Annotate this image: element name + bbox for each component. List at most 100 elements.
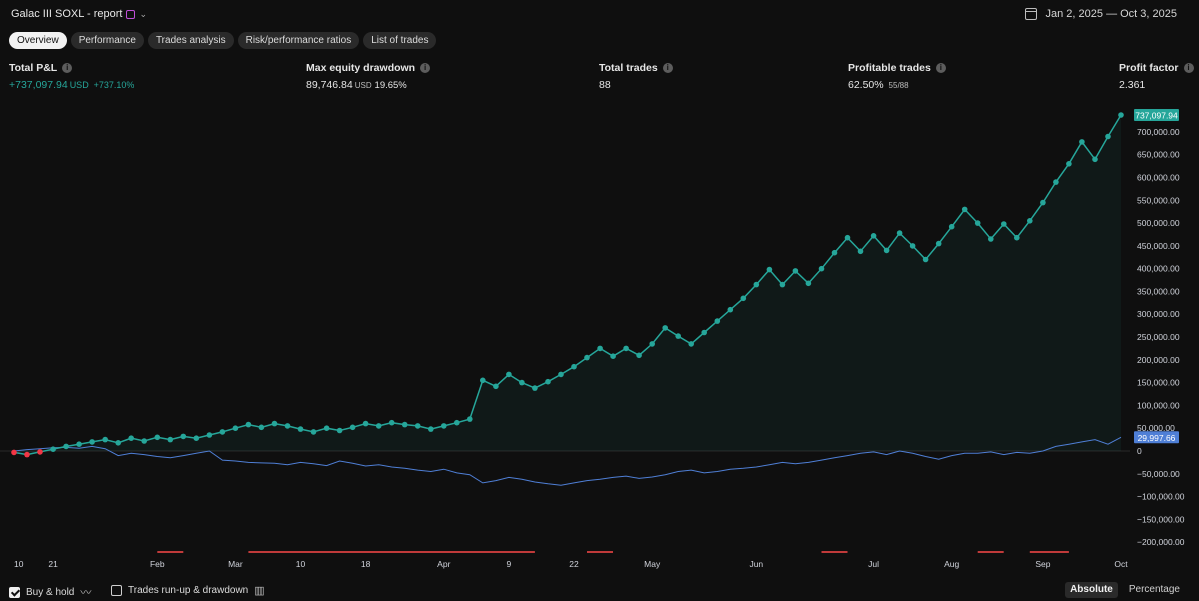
info-icon[interactable]: i [662,63,673,73]
equity-point [362,420,369,427]
y-tick-label: 550,000.00 [1137,195,1180,205]
equity-point [753,281,760,288]
mode-absolute[interactable]: Absolute [1065,582,1118,598]
equity-point [636,352,642,359]
equity-point [545,378,551,385]
equity-last-value-badge [1134,109,1179,121]
equity-point [779,281,786,288]
tab-trades-analysis[interactable]: Trades analysis [147,32,234,49]
stat-value: 62.50% [848,79,884,91]
equity-point [401,421,408,428]
info-icon[interactable]: i [420,63,431,73]
equity-area [14,115,1121,455]
stat-percent: +737.10% [93,80,135,90]
equity-point [414,423,421,429]
equity-point [284,423,291,429]
equity-point [375,423,382,429]
drawdown-period-bar [821,551,848,553]
equity-point [63,443,69,450]
y-tick-label: 700,000.00 [1137,127,1180,137]
equity-point [519,379,525,386]
y-tick-label: 500,000.00 [1137,218,1180,228]
equity-point [76,441,82,448]
equity-chart[interactable]: 700,000.00 650,000.00 600,000.00 550,000.00… [0,100,1199,575]
x-tick-label: Mar [228,559,243,569]
buy-hold-toggle[interactable]: Buy & hold 〰 [9,584,91,600]
equity-point [857,248,864,255]
x-tick-label: Aug [944,559,959,569]
report-title[interactable]: Galac III SOXL - report ⌄ [11,8,147,20]
info-icon[interactable]: i [1183,63,1194,73]
info-icon[interactable]: i [935,63,946,73]
equity-point [688,341,694,347]
y-tick-label: −150,000.00 [1137,514,1185,524]
equity-point [467,416,473,422]
runup-drawdown-toggle[interactable]: Trades run-up & drawdown ▥ [111,584,265,597]
x-tick-label: 10 [14,559,24,569]
x-tick-label: 9 [507,559,512,569]
y-tick-label: 150,000.00 [1137,378,1180,388]
info-icon[interactable]: i [62,63,73,73]
tab-overview[interactable]: Overview [9,32,67,49]
equity-point [50,446,56,453]
drawdown-period-bar [157,551,184,553]
buy-hold-label: Buy & hold [26,586,75,598]
x-tick-label: 10 [296,559,306,569]
report-tabs: Overview Performance Trades analysis Ris… [9,32,437,49]
runup-drawdown-label: Trades run-up & drawdown [128,585,249,596]
equity-point [714,318,721,324]
equity-point [558,371,564,378]
stat-profit-factor: Profit factor i 2.361 [1119,62,1194,91]
checkbox-checked-icon[interactable] [9,586,20,598]
equity-point [922,256,929,263]
report-header: Galac III SOXL - report ⌄ Jan 2, 2025 — … [0,0,1199,30]
stat-value: 2.361 [1119,79,1146,91]
chart-footer: Buy & hold 〰 Trades run-up & drawdown ▥ … [0,580,1199,601]
buy-hold-last-value-badge [1134,431,1179,444]
stat-profitable-trades: Profitable trades i 62.50% 55/88 [848,62,946,91]
equity-point [1079,139,1085,145]
stat-label: Profitable trades [848,62,931,74]
equity-point [349,424,356,431]
equity-point [232,425,239,432]
equity-point [245,421,252,428]
mode-percentage[interactable]: Percentage [1128,584,1180,595]
equity-point [597,345,603,352]
equity-point [831,249,838,256]
equity-point [128,435,134,442]
tab-list-of-trades[interactable]: List of trades [363,32,437,49]
equity-point [24,451,30,458]
date-range-selector[interactable]: Jan 2, 2025 — Oct 3, 2025 [1024,8,1177,20]
equity-point [454,419,460,426]
calendar-icon [1024,8,1037,20]
equity-point [1092,156,1098,163]
equity-point [388,419,395,426]
equity-point [428,426,434,432]
tab-performance[interactable]: Performance [70,32,144,49]
x-tick-label: May [644,559,661,569]
drawdown-period-bar [248,551,535,553]
equity-point [336,427,343,434]
equity-point [219,429,226,435]
equity-point [1001,221,1007,227]
x-tick-label: 22 [569,559,579,569]
equity-point [844,234,851,241]
equity-point [740,295,747,302]
chevron-down-icon[interactable]: ⌄ [139,8,148,19]
tab-risk-performance-ratios[interactable]: Risk/performance ratios [237,32,360,49]
equity-point [818,265,825,272]
equity-point [1066,161,1072,167]
stat-max-equity-drawdown: Max equity drawdown i 89,746.84 USD 19.65% [306,62,431,91]
y-tick-label: 350,000.00 [1137,287,1180,297]
equity-point [584,354,590,361]
x-tick-label: Jul [868,559,879,569]
stat-value: +737,097.94 [9,79,68,91]
checkbox-icon[interactable] [111,585,122,596]
x-tick-label: Oct [1114,559,1128,569]
equity-point [988,236,994,242]
equity-point [271,420,278,427]
equity-point [37,449,43,455]
equity-point [662,325,668,331]
display-mode-switch: Absolute Percentage [1065,582,1185,598]
y-tick-label: 300,000.00 [1137,309,1180,319]
